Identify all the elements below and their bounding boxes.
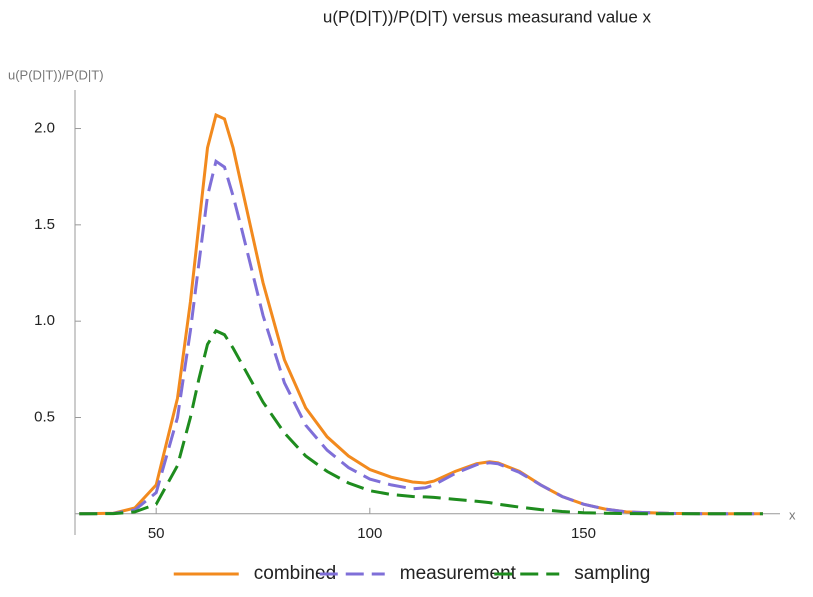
y-tick-label: 0.5 [34,408,55,425]
legend-label: measurement [400,563,517,584]
y-tick-label: 1.5 [34,216,55,233]
y-tick-label: 2.0 [34,119,55,136]
x-tick-label: 50 [148,525,165,542]
x-axis-label: x [789,507,796,522]
y-tick-label: 1.0 [34,312,55,329]
series-line [79,328,763,516]
y-axis-label: u(P(D|T))/P(D|T) [8,67,104,82]
x-tick-label: 150 [571,525,596,542]
legend-label: combined [254,563,336,584]
chart-title: u(P(D|T))/P(D|T) versus measurand value … [323,7,652,26]
x-tick-label: 100 [357,525,382,542]
series-line [79,158,763,516]
legend-label: sampling [574,563,650,584]
